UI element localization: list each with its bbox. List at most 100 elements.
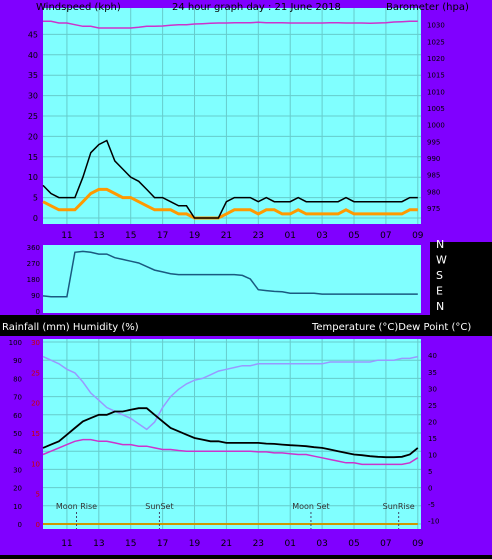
rain-tick-label: 0 bbox=[36, 521, 40, 529]
temp-tick-label: 40 bbox=[428, 352, 437, 360]
x-tick-label: 01 bbox=[284, 539, 295, 549]
x-tick-label: 23 bbox=[253, 231, 264, 241]
barometer-tick-label: 1000 bbox=[427, 122, 445, 130]
wind-tick-label: 10 bbox=[28, 173, 38, 182]
compass-label: W bbox=[436, 254, 447, 267]
direction-series bbox=[42, 250, 418, 298]
x-tick-label: 23 bbox=[253, 539, 264, 549]
wind-gust-line bbox=[42, 139, 418, 219]
x-tick-label: 11 bbox=[61, 231, 72, 241]
direction-tick-label: 0 bbox=[36, 308, 40, 316]
x-tick-label: 13 bbox=[93, 539, 104, 549]
humidity-tick-label: 30 bbox=[13, 466, 22, 474]
x-tick-label: 19 bbox=[189, 539, 201, 549]
x-tick-label: 09 bbox=[412, 539, 424, 549]
barometer-tick-label: 990 bbox=[427, 155, 440, 163]
rain-tick-label: 10 bbox=[31, 460, 40, 468]
barometer-tick-label: 1010 bbox=[427, 88, 445, 96]
rain-tick-label: 15 bbox=[31, 430, 40, 438]
direction-tick-label: 90 bbox=[31, 292, 40, 300]
x-tick-label: 07 bbox=[380, 539, 391, 549]
wind-axis-labels: 0510152025303540459759809859909951000100… bbox=[28, 22, 445, 223]
rain-humidity-axis-title: Rainfall (mm) Humidity (%) bbox=[2, 322, 139, 333]
wind-x-ticks: 11 13 15 17 19 21 23 01 03 05 07 09 bbox=[61, 231, 424, 241]
x-tick-label: 09 bbox=[412, 231, 424, 241]
x-tick-label: 15 bbox=[125, 539, 136, 549]
lower-header-band bbox=[0, 315, 492, 336]
direction-tick-label: 360 bbox=[27, 244, 40, 252]
wind-tick-label: 15 bbox=[28, 153, 38, 162]
direction-tick-label: 270 bbox=[27, 260, 40, 268]
rain-tick-label: 25 bbox=[31, 369, 40, 377]
humidity-tick-label: 70 bbox=[13, 394, 22, 402]
temp-tick-label: 35 bbox=[428, 369, 437, 377]
wind-tick-label: 35 bbox=[28, 71, 38, 80]
temp-tick-label: 5 bbox=[428, 468, 432, 476]
wind-tick-label: 45 bbox=[28, 30, 38, 39]
wind-axis-title: Windspeed (kph) bbox=[36, 2, 121, 13]
wind-tick-label: 30 bbox=[28, 92, 38, 101]
direction-line bbox=[42, 250, 418, 298]
x-tick-label: 19 bbox=[189, 231, 201, 241]
temp-tick-label: 10 bbox=[428, 452, 437, 460]
x-tick-label: 03 bbox=[316, 539, 327, 549]
humidity-tick-label: 40 bbox=[13, 448, 22, 456]
barometer-tick-label: 975 bbox=[427, 205, 440, 213]
humidity-tick-label: 60 bbox=[13, 412, 22, 420]
humidity-tick-label: 20 bbox=[13, 485, 22, 493]
barometer-axis-title: Barometer (hpa) bbox=[386, 2, 469, 13]
wind-tick-label: 25 bbox=[28, 112, 38, 121]
x-tick-label: 17 bbox=[157, 231, 168, 241]
wind-tick-label: 0 bbox=[33, 214, 38, 223]
wind-series bbox=[42, 20, 418, 220]
temp-tick-label: 20 bbox=[428, 418, 437, 426]
barometer-tick-label: 980 bbox=[427, 188, 440, 196]
humidity-tick-label: 80 bbox=[13, 375, 22, 383]
annotation-label: Moon Rise bbox=[56, 502, 97, 511]
astro-annotations: Moon Rise SunSet Moon Set SunRise bbox=[56, 502, 415, 529]
temp-tick-label: 25 bbox=[428, 402, 437, 410]
temp-tick-label: 30 bbox=[428, 385, 437, 393]
humidity-tick-label: 0 bbox=[18, 521, 22, 529]
x-tick-label: 21 bbox=[221, 231, 232, 241]
temp-tick-label: -5 bbox=[428, 501, 435, 509]
compass-label: S bbox=[436, 269, 443, 282]
x-tick-label: 07 bbox=[380, 231, 391, 241]
x-tick-label: 15 bbox=[125, 231, 136, 241]
barometer-tick-label: 1025 bbox=[427, 38, 445, 46]
barometer-tick-label: 1030 bbox=[427, 22, 445, 30]
direction-axis-labels: 0 90 180 270 360 bbox=[27, 244, 40, 316]
wind-tick-label: 20 bbox=[28, 132, 38, 141]
x-tick-label: 13 bbox=[93, 231, 104, 241]
temp-dew-axis-title: Temperature (°C)Dew Point (°C) bbox=[311, 322, 471, 333]
humidity-tick-label: 50 bbox=[13, 430, 22, 438]
barometer-tick-label: 995 bbox=[427, 138, 440, 146]
humidity-tick-label: 100 bbox=[9, 339, 22, 347]
temperature-line bbox=[42, 407, 419, 459]
compass-area bbox=[430, 242, 492, 315]
barometer-tick-label: 985 bbox=[427, 172, 440, 180]
direction-plot-area bbox=[43, 245, 421, 313]
humidity-tick-label: 10 bbox=[13, 503, 22, 511]
temp-series bbox=[42, 355, 419, 525]
chart-title: 24 hour graph day : 21 June 2018 bbox=[172, 2, 341, 13]
humidity-tick-label: 90 bbox=[13, 357, 22, 365]
temp-tick-label: 15 bbox=[428, 435, 437, 443]
compass-label: N bbox=[436, 238, 444, 251]
annotation-label: Moon Set bbox=[292, 502, 329, 511]
wind-grid bbox=[43, 8, 421, 224]
x-tick-label: 05 bbox=[348, 231, 359, 241]
wind-tick-label: 5 bbox=[33, 194, 38, 203]
x-tick-label: 05 bbox=[348, 539, 359, 549]
annotation-label: SunSet bbox=[145, 502, 173, 511]
x-tick-label: 01 bbox=[284, 231, 295, 241]
x-tick-label: 03 bbox=[316, 231, 327, 241]
temp-axis-labels: 0 10 20 30 40 50 60 70 80 90 100 0 5 10 15 20 25 30 -10 -5 0… bbox=[9, 339, 440, 529]
barometer-tick-label: 1005 bbox=[427, 105, 445, 113]
x-tick-label: 17 bbox=[157, 539, 168, 549]
direction-tick-label: 180 bbox=[27, 276, 40, 284]
humidity-line bbox=[42, 355, 418, 431]
